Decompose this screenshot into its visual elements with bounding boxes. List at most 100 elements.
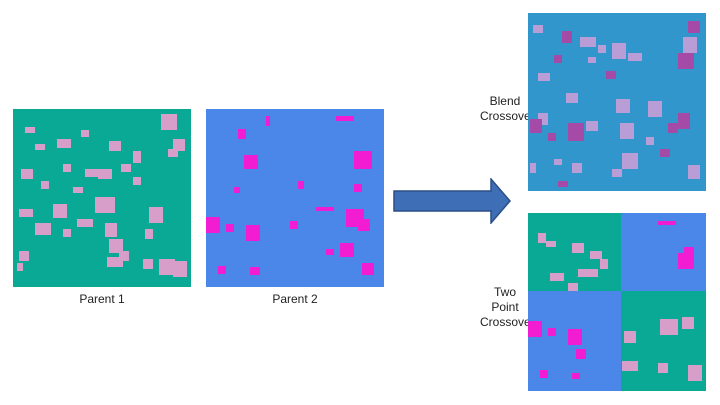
parent1-rect [85, 169, 99, 177]
parent1-rect [173, 139, 185, 151]
parent2-rect [244, 155, 258, 169]
blend-rect [688, 165, 700, 179]
parent2-rect [340, 243, 354, 257]
parent2-rect [362, 263, 374, 275]
twopoint-rect [578, 269, 598, 277]
parent2-rect [206, 217, 220, 233]
twopoint-label-line2: Crossover [480, 315, 535, 329]
parent1-rect [35, 223, 51, 235]
blend-rect [562, 31, 572, 43]
twopoint-rect [550, 273, 564, 281]
parent1-rect [73, 187, 83, 193]
parent1-rect [53, 204, 67, 218]
parent1-rect [119, 251, 129, 261]
parent2-rect [250, 267, 260, 275]
parent2-rect [246, 225, 260, 241]
blend-rect [628, 53, 642, 61]
parent1-rect [109, 141, 121, 151]
twopoint-rect [538, 233, 546, 243]
parent2-rect [316, 207, 334, 211]
blend-rect [548, 133, 556, 141]
parent2-rect [354, 151, 372, 169]
twopoint-rect [528, 321, 542, 337]
parent-1-label: Parent 1 [79, 292, 125, 306]
parent1-rect [17, 263, 23, 271]
parent1-rect [168, 149, 178, 157]
twopoint-label-line1: Two Point [491, 285, 519, 314]
parent1-rect [98, 169, 112, 179]
blend-rect [606, 71, 616, 79]
twopoint-rect [548, 328, 556, 336]
parent1-rect [121, 164, 131, 172]
twopoint-rect [576, 349, 586, 359]
blend-rect [678, 113, 690, 129]
blend-rect [688, 21, 700, 33]
twopoint-rect [568, 283, 578, 291]
parent1-rect [145, 229, 153, 239]
parent2-rect [218, 266, 226, 274]
twopoint-rect [622, 361, 638, 371]
parent1-rect [149, 207, 163, 223]
twopoint-rect [546, 241, 556, 247]
blend-rect [620, 123, 634, 139]
twopoint-rect [678, 253, 694, 269]
parent1-rect [107, 257, 123, 267]
blend-rect [568, 123, 584, 141]
twopoint-rect [624, 331, 636, 343]
blend-rect [616, 99, 630, 113]
parent1-rect [105, 223, 117, 237]
parent-2-image [206, 109, 384, 287]
blend-rect [530, 163, 536, 173]
blend-label-line2: Crossover [480, 109, 535, 123]
blend-rect [586, 121, 598, 131]
parent-1-image [13, 109, 191, 287]
blend-crossover-image [528, 13, 706, 191]
parent1-rect [21, 169, 33, 179]
parent2-rect [238, 129, 246, 139]
parent2-rect [234, 187, 240, 193]
parent2-rect [354, 184, 362, 192]
blend-rect [538, 73, 550, 81]
parent2-rect [290, 221, 298, 229]
parent1-rect [25, 127, 35, 133]
parent1-rect [143, 259, 153, 269]
blend-rect [580, 37, 596, 47]
blend-rect [660, 149, 670, 157]
blend-label-line1: Blend [489, 94, 521, 108]
parent1-rect [133, 151, 141, 163]
blend-rect [598, 45, 606, 53]
blend-rect [554, 55, 562, 63]
blend-rect [622, 153, 638, 169]
blend-rect [612, 43, 626, 59]
blend-rect [533, 25, 543, 33]
blend-rect [530, 119, 542, 133]
blend-rect [646, 137, 654, 145]
twopoint-rect [590, 251, 602, 259]
parent1-rect [41, 181, 49, 189]
blend-rect [554, 159, 562, 165]
blend-rect [678, 53, 694, 69]
twopoint-rect [658, 363, 668, 373]
parent1-rect [109, 239, 123, 253]
parent1-rect [57, 139, 71, 148]
parent1-rect [35, 144, 45, 150]
twopoint-rect [568, 329, 582, 345]
twopoint-rect [658, 221, 676, 225]
twopoint-rect [600, 259, 608, 269]
parent1-rect [173, 261, 187, 277]
parent2-rect [226, 224, 234, 232]
parent2-rect [298, 181, 304, 189]
parent1-rect [77, 219, 93, 227]
two-point-crossover-image [528, 213, 706, 391]
blend-rect [566, 93, 578, 103]
parent1-rect [19, 209, 33, 217]
parent1-rect [159, 259, 175, 275]
parent1-rect [161, 114, 177, 130]
blend-rect [668, 123, 678, 133]
twopoint-rect [572, 243, 584, 253]
blend-rect [648, 101, 662, 117]
blend-rect [572, 163, 582, 173]
parent2-rect [326, 249, 334, 255]
parent2-rect [336, 116, 354, 121]
parent1-rect [63, 229, 71, 237]
